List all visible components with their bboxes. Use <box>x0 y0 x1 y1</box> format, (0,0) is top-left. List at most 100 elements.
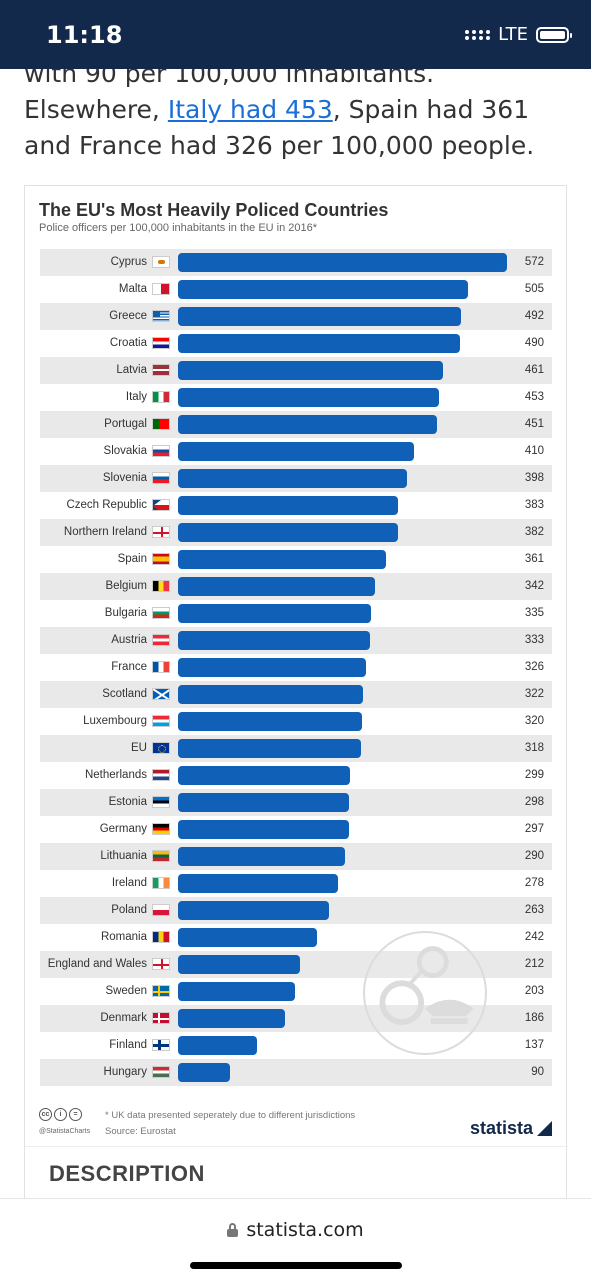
flag-icon <box>152 310 170 322</box>
category-label: Portugal <box>104 418 147 430</box>
bar <box>178 955 300 974</box>
category-label: Greece <box>109 310 147 322</box>
status-time: 11:18 <box>46 21 123 49</box>
chart-row: EU 318 <box>40 735 552 762</box>
cc-icon: cc <box>39 1108 52 1121</box>
category-label: Lithuania <box>100 850 147 862</box>
category-label: Austria <box>111 634 147 646</box>
bar <box>178 550 386 569</box>
category-label: Czech Republic <box>66 499 147 511</box>
article-text: with 90 per 100,000 inhabitants. Elsewhe… <box>24 56 569 164</box>
divider <box>25 1146 568 1147</box>
category-label: Belgium <box>105 580 147 592</box>
nd-icon: = <box>69 1108 82 1121</box>
flag-icon <box>152 769 170 781</box>
bar <box>178 604 371 623</box>
value-label: 572 <box>524 256 544 268</box>
value-label: 263 <box>524 904 544 916</box>
category-label: Latvia <box>116 364 147 376</box>
value-label: 297 <box>524 823 544 835</box>
italy-link[interactable]: Italy had 453 <box>167 95 333 124</box>
chart-row: Czech Republic 383 <box>40 492 552 519</box>
flag-icon <box>152 931 170 943</box>
license-icons: cc i = <box>39 1108 82 1121</box>
chart-card: The EU's Most Heavily Policed Countries … <box>24 185 568 1205</box>
lock-icon <box>227 1223 239 1237</box>
category-label: Estonia <box>108 796 147 808</box>
chart-title: The EU's Most Heavily Policed Countries <box>39 200 389 220</box>
bar <box>178 847 345 866</box>
bar <box>178 388 439 407</box>
article-text-end: , Spain had 361 and France had 326 per 1… <box>24 95 535 160</box>
flag-icon <box>152 364 170 376</box>
bar <box>178 469 407 488</box>
category-label: Ireland <box>111 877 147 889</box>
chart-row: Belgium 342 <box>40 573 552 600</box>
flag-icon <box>152 688 170 700</box>
chart-row: Italy 453 <box>40 384 552 411</box>
home-indicator[interactable] <box>190 1262 402 1269</box>
category-label: Bulgaria <box>104 607 147 619</box>
chart-row: Slovenia 398 <box>40 465 552 492</box>
bar <box>178 658 366 677</box>
value-label: 451 <box>524 418 544 430</box>
value-label: 382 <box>524 526 544 538</box>
bar <box>178 631 370 650</box>
value-label: 505 <box>524 283 544 295</box>
chart-row: Greece 492 <box>40 303 552 330</box>
statista-logo[interactable]: statista <box>470 1118 552 1139</box>
category-label: Sweden <box>105 985 147 997</box>
flag-icon <box>152 580 170 592</box>
bar <box>178 307 461 326</box>
network-type: LTE <box>498 24 528 45</box>
description-heading: DESCRIPTION <box>49 1161 205 1186</box>
flag-icon <box>152 904 170 916</box>
chart-row: Sweden 203 <box>40 978 552 1005</box>
value-label: 322 <box>524 688 544 700</box>
flag-icon <box>152 877 170 889</box>
chart-note: * UK data presented seperately due to di… <box>105 1110 356 1121</box>
flag-icon <box>152 958 170 970</box>
flag-icon <box>152 337 170 349</box>
flag-icon <box>152 1039 170 1051</box>
chart-row: Hungary 90 <box>40 1059 552 1086</box>
value-label: 298 <box>524 796 544 808</box>
battery-icon <box>536 26 572 43</box>
category-label: Slovakia <box>103 445 147 457</box>
bar <box>178 820 349 839</box>
signal-icon <box>465 29 491 40</box>
bar <box>178 928 318 947</box>
value-label: 361 <box>524 553 544 565</box>
flag-icon <box>152 850 170 862</box>
category-label: Malta <box>118 283 147 295</box>
bar <box>178 253 507 272</box>
bar <box>178 496 399 515</box>
bar <box>178 415 438 434</box>
police-watermark-icon <box>363 931 487 1055</box>
browser-url-bar[interactable]: statista.com <box>0 1198 591 1280</box>
bar <box>178 766 350 785</box>
category-label: Hungary <box>103 1066 147 1078</box>
chart-source: Source: Eurostat <box>105 1126 176 1137</box>
bar <box>178 982 295 1001</box>
value-label: 410 <box>524 445 544 457</box>
value-label: 492 <box>524 310 544 322</box>
chart-row: Poland 263 <box>40 897 552 924</box>
bar-chart: Cyprus 572 Malta 505 Greece 492 Croatia 490 Latv… <box>40 249 552 1086</box>
flag-icon <box>152 796 170 808</box>
category-label: Cyprus <box>110 256 147 268</box>
bar <box>178 874 338 893</box>
category-label: Germany <box>99 823 147 835</box>
chart-row: Northern Ireland 382 <box>40 519 552 546</box>
flag-icon <box>152 526 170 538</box>
chart-row: Romania 242 <box>40 924 552 951</box>
category-label: Northern Ireland <box>63 526 147 538</box>
value-label: 242 <box>524 931 544 943</box>
flag-icon <box>152 256 170 268</box>
flag-icon <box>152 472 170 484</box>
category-label: Netherlands <box>84 769 147 781</box>
category-label: Croatia <box>109 337 147 349</box>
chart-row: Austria 333 <box>40 627 552 654</box>
category-label: Spain <box>117 553 147 565</box>
url-text[interactable]: statista.com <box>246 1219 364 1241</box>
